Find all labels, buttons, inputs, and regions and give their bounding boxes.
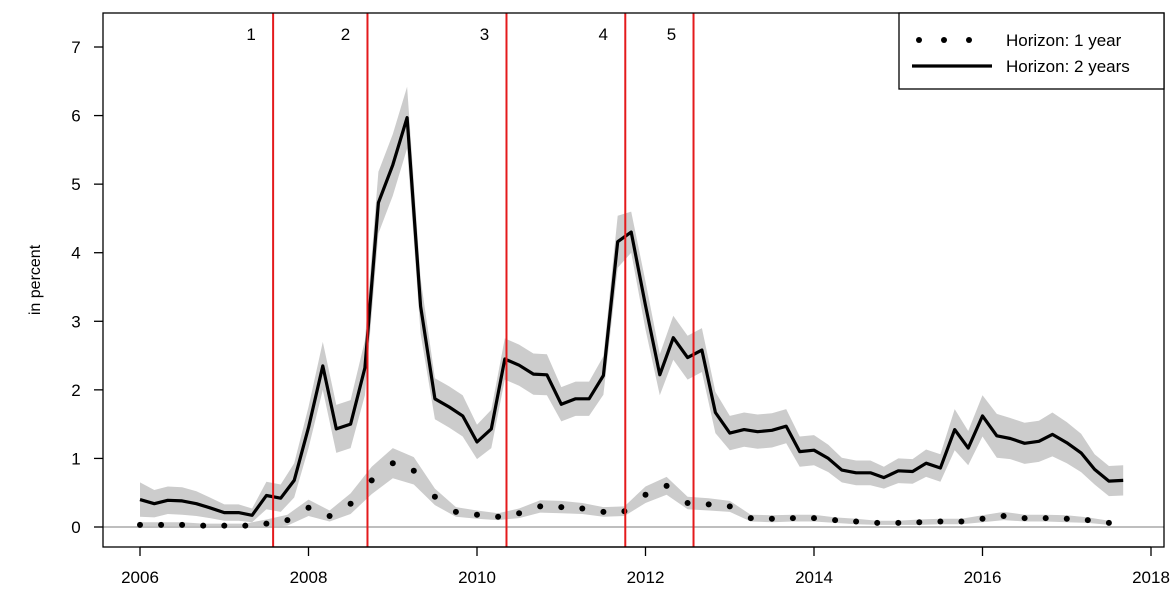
legend-box [898,12,1165,90]
legend-label-2yr: Horizon: 2 years [1006,57,1130,76]
x-tick-label: 2012 [627,568,665,587]
point-1yr [284,517,291,524]
point-1yr [221,522,228,529]
band-series-1 [140,448,1109,527]
event-label-3: 3 [480,25,489,44]
point-1yr [452,508,459,515]
point-1yr [558,504,565,511]
line-2yr [139,115,1124,517]
point-1yr [179,521,186,528]
y-tick-label: 5 [71,175,80,194]
x-tick-label: 2006 [121,568,159,587]
point-1yr [158,521,165,528]
plot-frame [102,12,1165,548]
point-1yr [663,482,670,489]
y-tick-label: 7 [71,38,80,57]
point-1yr [705,501,712,508]
event-markers: 1 2 3 4 5 [246,13,695,547]
point-1yr [263,520,270,527]
band-series-2 [140,86,1124,523]
point-1yr [305,504,312,511]
legend-label-1yr: Horizon: 1 year [1006,31,1122,50]
point-1yr [789,515,796,522]
point-1yr [242,522,249,529]
legend-swatch-dot [966,37,972,43]
point-1yr [537,503,544,510]
point-1yr [768,515,775,522]
event-label-1: 1 [246,25,255,44]
point-1yr [1000,513,1007,519]
y-tick-label: 6 [71,107,80,126]
point-1yr [684,500,691,506]
point-1yr [137,521,143,528]
point-1yr [1021,515,1028,522]
point-1yr [811,515,817,522]
point-1yr [1105,519,1112,526]
point-1yr [726,503,733,510]
legend-swatch-dot [941,37,947,43]
confidence-bands [140,86,1124,527]
point-1yr [1063,515,1070,522]
y-axis-label: in percent [27,244,44,315]
series-lines [137,115,1124,529]
event-label-4: 4 [599,25,608,44]
point-1yr [516,510,523,517]
point-1yr [853,518,860,525]
y-tick-label: 0 [71,518,80,537]
y-tick-label: 4 [71,244,80,263]
y-tick-label: 2 [71,381,80,400]
point-1yr [368,477,375,484]
point-1yr [431,493,438,500]
x-tick-label: 2018 [1132,568,1170,587]
point-1yr [642,491,649,498]
y-tick-label: 1 [71,449,80,468]
point-1yr [747,515,754,522]
point-1yr [495,513,502,520]
point-1yr [347,500,354,507]
point-1yr [200,522,207,529]
x-tick-label: 2016 [964,568,1002,587]
x-tick-label: 2008 [290,568,328,587]
point-1yr [832,517,839,524]
point-1yr [916,519,923,526]
x-tick-label: 2010 [458,568,496,587]
point-1yr [474,511,480,518]
axes: 2006 2008 2010 2012 2014 2016 2018 0 1 2 3 4 5 6 7 [71,12,1170,587]
point-1yr [389,460,396,467]
point-1yr [1042,515,1049,522]
point-1yr [895,519,902,526]
point-1yr [579,505,586,512]
y-tick-label: 3 [71,312,80,331]
point-1yr [600,508,607,515]
point-1yr [958,518,965,525]
legend: Horizon: 1 year Horizon: 2 years [898,12,1165,90]
point-1yr [874,519,881,526]
event-label-5: 5 [667,25,676,44]
point-1yr [1084,517,1091,524]
point-1yr [410,467,417,474]
point-1yr [937,518,944,525]
x-tick-label: 2014 [795,568,833,587]
point-1yr [326,513,333,519]
legend-swatch-dot [916,37,922,43]
point-1yr [979,515,986,522]
event-label-2: 2 [341,25,350,44]
